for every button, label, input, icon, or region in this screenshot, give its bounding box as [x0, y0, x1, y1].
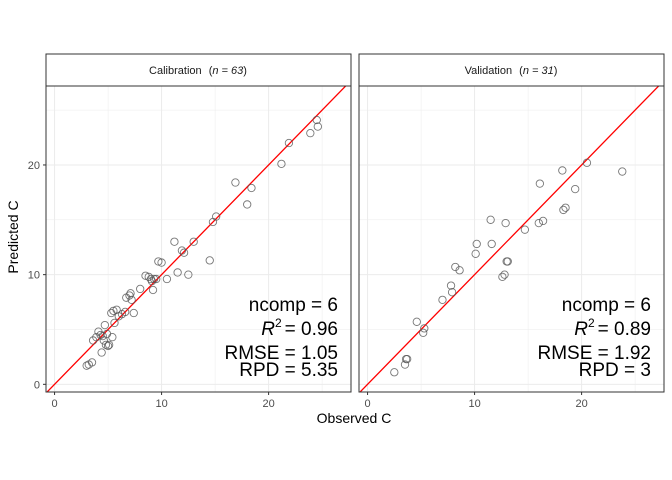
x-tick-label: 10 — [155, 398, 167, 410]
data-point — [184, 270, 193, 279]
y-tick-label: 10 — [28, 270, 40, 282]
data-point — [99, 336, 108, 345]
data-point — [87, 358, 97, 367]
data-point — [212, 212, 221, 221]
data-point — [108, 333, 117, 342]
data-point — [177, 246, 187, 255]
data-point — [101, 340, 111, 349]
x-tick-label: 20 — [262, 398, 274, 410]
data-point — [125, 291, 134, 300]
data-point — [152, 274, 161, 284]
data-point — [390, 368, 399, 377]
data-point — [98, 331, 107, 341]
data-point — [582, 158, 592, 167]
x-axis-title: Observed C — [317, 410, 392, 426]
data-point — [561, 203, 570, 212]
y-tick-label: 20 — [28, 160, 40, 172]
data-point — [110, 318, 119, 328]
data-point — [205, 256, 214, 265]
data-point — [97, 348, 106, 357]
data-point — [103, 341, 113, 351]
data-point — [501, 218, 510, 228]
strip-label-validation: Validation (n = 31) — [465, 65, 558, 77]
data-point — [247, 183, 256, 193]
stat-rpd-validation: RPD = 3 — [579, 360, 651, 381]
data-point — [471, 249, 480, 258]
data-point — [538, 216, 548, 226]
data-point — [149, 274, 159, 284]
data-point — [121, 307, 130, 317]
panel-calibration: 0 10 20 0 10 20 — [28, 53, 352, 410]
x-tick-label: 20 — [575, 398, 587, 410]
data-point — [412, 317, 421, 326]
data-point — [472, 239, 481, 249]
data-point — [486, 215, 495, 224]
data-point — [447, 288, 457, 297]
y-axis-title: Predicted C — [5, 200, 21, 273]
data-point — [104, 340, 114, 349]
data-point — [170, 237, 179, 246]
data-point — [400, 360, 410, 369]
data-point — [243, 200, 252, 209]
data-point — [403, 354, 412, 364]
data-point — [179, 248, 189, 257]
x-tick-label: 0 — [51, 398, 57, 410]
data-point — [498, 272, 507, 281]
data-point — [503, 257, 512, 266]
data-point — [173, 268, 182, 277]
data-point — [313, 122, 322, 131]
data-point — [126, 289, 135, 298]
data-point — [157, 258, 166, 267]
data-point — [277, 159, 286, 169]
x-tick-label: 0 — [364, 398, 370, 410]
data-point — [535, 179, 545, 188]
data-point — [148, 285, 158, 295]
stat-r2-validation: R2 = 0.89 — [574, 316, 651, 340]
identity-line — [359, 86, 660, 392]
data-point — [100, 320, 110, 330]
stat-ncomp-validation: ncomp = 6 — [562, 295, 651, 316]
stat-rmse-calibration: RMSE = 1.05 — [224, 343, 338, 364]
data-point — [284, 138, 294, 148]
data-point — [306, 129, 315, 138]
stat-r2-calibration: R2 = 0.96 — [261, 316, 338, 340]
data-point — [534, 218, 543, 228]
strip-background — [45, 53, 352, 87]
data-point — [146, 274, 156, 284]
data-point — [571, 184, 580, 194]
data-point — [558, 166, 567, 175]
data-point — [487, 239, 496, 249]
data-point — [438, 295, 447, 305]
data-point — [189, 237, 198, 246]
data-point — [420, 324, 429, 333]
stat-ncomp-calibration: ncomp = 6 — [249, 295, 338, 316]
stat-rmse-validation: RMSE = 1.92 — [537, 343, 651, 364]
data-point — [162, 274, 172, 284]
strip-background — [358, 53, 665, 87]
panel-validation: 0 10 20 — [358, 53, 665, 410]
data-point — [92, 333, 101, 342]
data-point — [312, 115, 321, 125]
data-point — [559, 205, 568, 215]
strip-label-calibration: Calibration (n = 63) — [149, 65, 247, 77]
data-point — [618, 167, 627, 176]
data-point — [136, 284, 145, 294]
stat-rpd-calibration: RPD = 5.35 — [239, 360, 338, 381]
data-point — [147, 277, 157, 286]
data-point — [520, 225, 530, 234]
data-point — [129, 308, 138, 318]
data-point — [446, 281, 456, 290]
data-point — [455, 266, 464, 275]
data-point — [231, 178, 240, 187]
data-point — [500, 270, 509, 279]
x-tick-label: 10 — [468, 398, 480, 410]
y-tick-label: 0 — [34, 379, 40, 391]
data-point — [419, 328, 428, 337]
data-point — [127, 295, 136, 305]
